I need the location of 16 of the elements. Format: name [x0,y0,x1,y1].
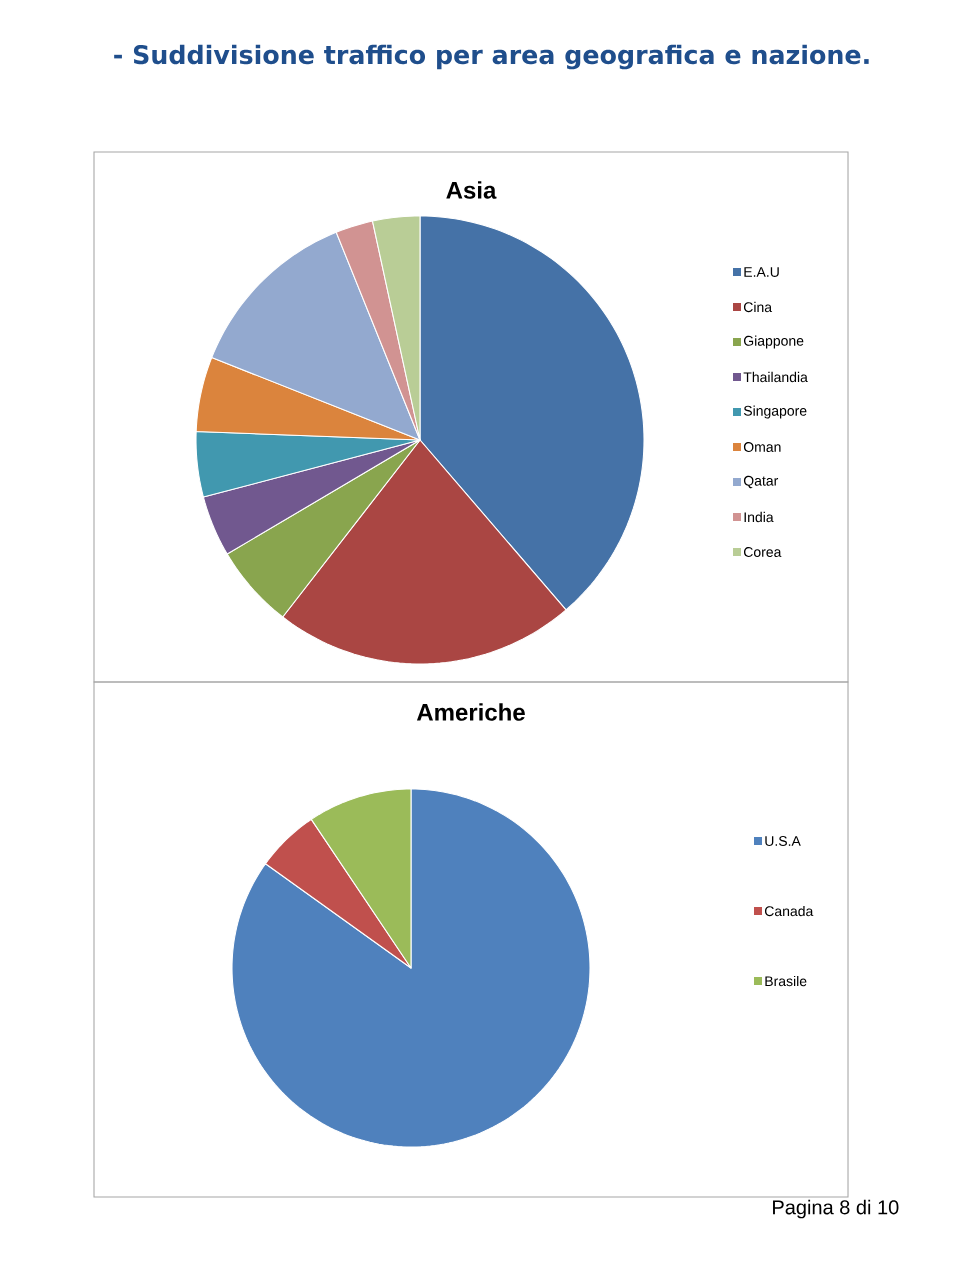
legend-label: Canada [764,905,814,917]
text: Pagina 8 di 10 [773,1199,899,1219]
legend-label: Singapore [743,405,807,419]
legend-label: Giappone [743,335,804,349]
legend-label: Cina [743,301,773,313]
text: - Suddivisione traffico per area geografica e nazione. [114,44,869,70]
legend-label: Corea [743,547,782,557]
legend-label: Oman [743,442,781,452]
legend-label: E.A.U [744,267,779,277]
legend-label: U.S.A [765,836,801,846]
legend-label: Brasile [765,975,807,987]
legend-label: India [744,511,774,523]
legend-label: Qatar [743,475,779,489]
chart-title: Americhe [416,703,525,721]
legend-label: Thailandia [743,371,808,383]
chart-title: Asia [446,181,497,199]
